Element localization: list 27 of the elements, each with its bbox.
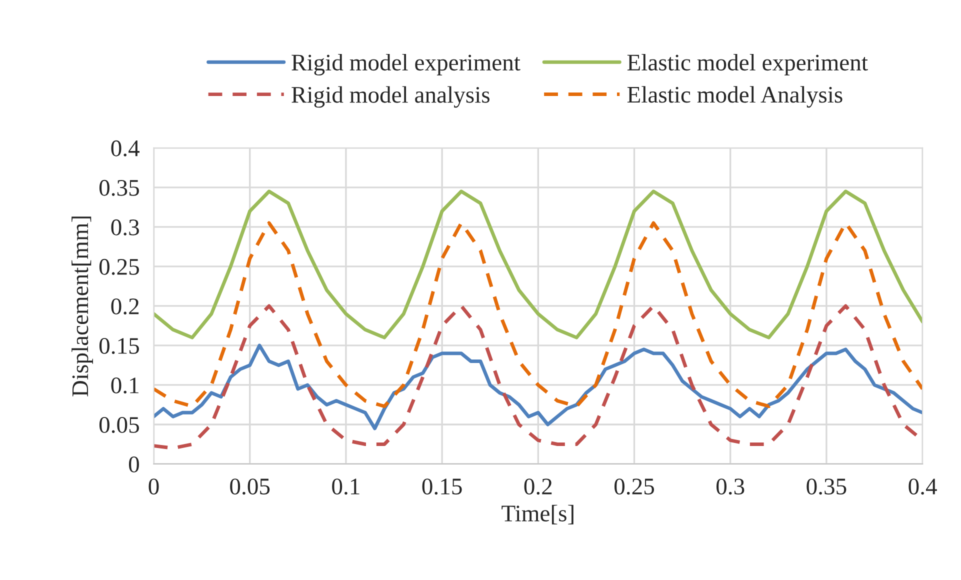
x-tick-label: 0.3 — [716, 478, 744, 495]
y-tick-label: 0.35 — [99, 180, 139, 196]
legend-label: Rigid model analysis — [292, 86, 490, 108]
x-tick-label: 0.1 — [332, 478, 360, 495]
x-tick-label: 0 — [148, 478, 159, 495]
line-series — [154, 190, 923, 340]
y-tick-label: 0.25 — [99, 258, 139, 275]
y-tick-label: 0.3 — [111, 219, 139, 236]
x-axis-title: Time[s] — [502, 504, 574, 524]
x-tick-label: 0.25 — [614, 478, 654, 495]
x-tick-label: 0.05 — [230, 478, 270, 495]
x-tick-label: 0.4 — [908, 478, 937, 495]
y-tick-label: 0.05 — [99, 416, 139, 434]
y-tick-label: 0.4 — [111, 140, 140, 156]
y-tick-label: 0.1 — [111, 377, 138, 394]
y-tick-label: 0 — [128, 456, 139, 472]
legend-label: Elastic model experiment — [627, 54, 868, 76]
line-series — [154, 221, 923, 408]
y-tick-label: 0.2 — [111, 298, 139, 314]
legend-label: Rigid model experiment — [292, 54, 520, 76]
legend-label: Elastic model Analysis — [627, 86, 842, 108]
line-series — [154, 344, 923, 430]
y-axis-title: Displacement[mm] — [72, 216, 93, 396]
x-tick-label: 0.15 — [422, 478, 462, 495]
x-tick-label: 0.35 — [806, 478, 846, 495]
y-tick-label: 0.15 — [99, 338, 139, 354]
x-tick-label: 0.2 — [524, 478, 552, 495]
